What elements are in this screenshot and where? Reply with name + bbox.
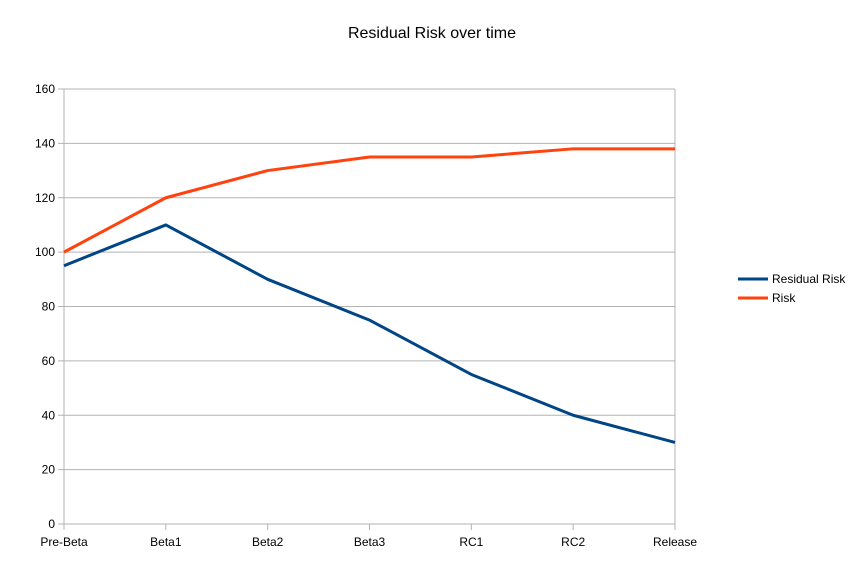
x-tick-label: RC2 xyxy=(561,535,585,549)
x-tick-label: Pre-Beta xyxy=(40,535,88,549)
x-tick-label: Release xyxy=(653,535,697,549)
y-tick-label: 140 xyxy=(35,136,55,150)
y-tick-label: 60 xyxy=(42,354,56,368)
series-lines xyxy=(63,147,676,444)
y-tick-label: 20 xyxy=(42,463,56,477)
y-tick-label: 0 xyxy=(48,517,55,531)
x-tick-label: Beta2 xyxy=(252,535,284,549)
y-tick-label: 40 xyxy=(42,408,56,422)
x-tick-label: Beta1 xyxy=(150,535,182,549)
y-axis-ticks: 0 20 40 60 80 100 120 140 160 xyxy=(35,82,64,531)
y-tick-label: 80 xyxy=(42,300,56,314)
y-tick-label: 100 xyxy=(35,245,55,259)
series-line-risk xyxy=(63,147,675,254)
legend: Residual Risk Risk xyxy=(738,272,846,305)
x-axis-ticks: Pre-Beta Beta1 Beta2 Beta3 RC1 RC2 Release xyxy=(40,524,697,549)
grid-lines xyxy=(64,88,675,525)
chart-title: Residual Risk over time xyxy=(348,25,516,42)
series-line-residual-risk xyxy=(63,223,676,444)
legend-label: Residual Risk xyxy=(772,272,846,286)
x-tick-label: Beta3 xyxy=(354,535,386,549)
y-tick-label: 120 xyxy=(35,191,55,205)
y-tick-label: 160 xyxy=(35,82,55,96)
x-tick-label: RC1 xyxy=(459,535,483,549)
legend-label: Risk xyxy=(772,291,796,305)
